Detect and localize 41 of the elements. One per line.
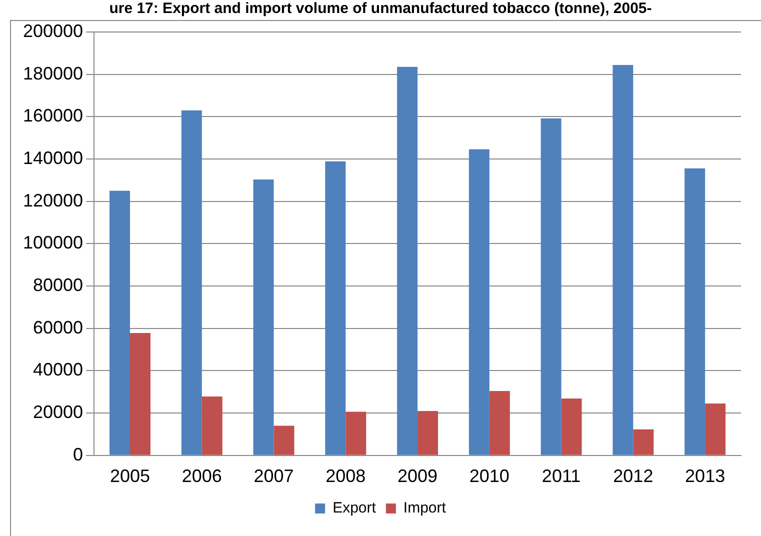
bar <box>397 66 418 455</box>
bar <box>540 118 562 455</box>
y-tick-label: 40000 <box>33 360 84 380</box>
x-tick-label: 2005 <box>110 466 150 486</box>
y-tick-label: 60000 <box>33 317 84 338</box>
x-tick-label: 2008 <box>326 466 366 486</box>
bar <box>633 429 654 455</box>
x-tick-label: 2007 <box>254 466 294 486</box>
bar <box>274 426 294 455</box>
bar <box>418 410 438 455</box>
bar <box>489 391 510 455</box>
bar <box>561 398 582 455</box>
y-tick-label: 100000 <box>22 232 84 253</box>
y-tick-label: 80000 <box>33 275 84 296</box>
bar <box>612 65 634 455</box>
bar <box>468 149 490 455</box>
y-tick-label: 180000 <box>22 63 84 84</box>
x-tick-label: 2011 <box>542 466 581 486</box>
bar <box>130 333 150 455</box>
x-tick-label: 2006 <box>182 466 222 486</box>
y-tick-label: 140000 <box>22 148 84 168</box>
y-tick-label: 0 <box>73 444 84 464</box>
bar <box>705 404 726 455</box>
legend-label: Import <box>403 500 447 517</box>
y-tick-label: 20000 <box>33 402 84 422</box>
bar <box>684 168 706 455</box>
y-tick-label: 160000 <box>22 106 84 126</box>
bar <box>346 412 366 455</box>
bar <box>181 110 202 455</box>
bar <box>202 396 222 455</box>
x-tick-label: 2013 <box>685 466 726 486</box>
x-tick-label: 2012 <box>613 466 654 486</box>
x-tick-label: 2009 <box>398 466 438 486</box>
y-tick-label: 200000 <box>22 20 84 41</box>
bar <box>325 161 346 455</box>
bar <box>110 190 130 455</box>
y-tick-label: 120000 <box>22 190 84 210</box>
bar <box>253 180 274 455</box>
x-tick-label: 2010 <box>469 466 510 486</box>
chart-title: ure 17: Export and import volume of unmanufactured tobacco (tonne), 2005- <box>108 0 653 17</box>
legend-label: Export <box>332 500 377 517</box>
